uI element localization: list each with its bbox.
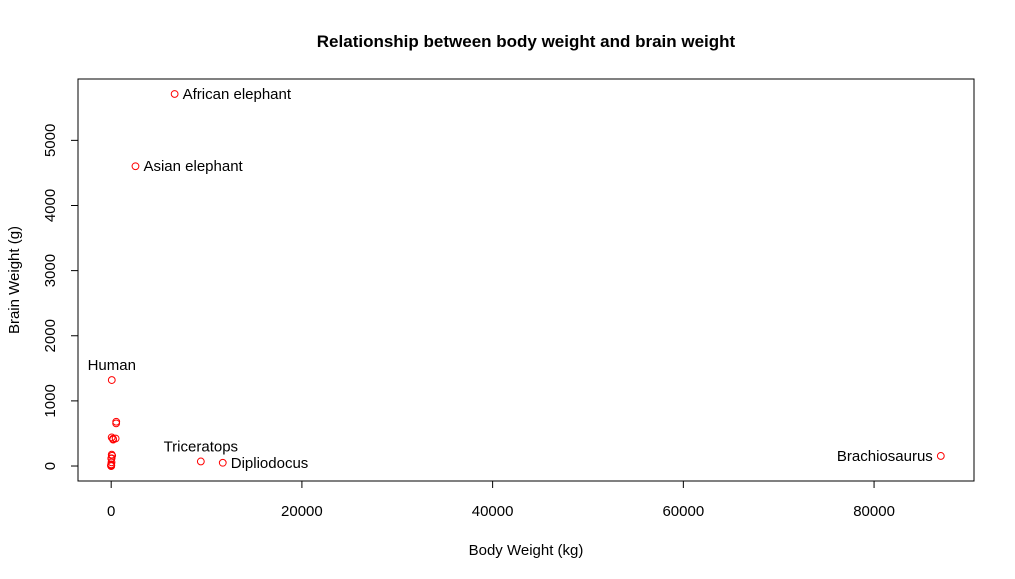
y-tick-label: 5000 <box>42 124 59 157</box>
scatter-point <box>112 417 121 426</box>
point-label: African elephant <box>183 86 292 103</box>
scatter-point <box>131 162 140 171</box>
scatter-point <box>218 458 227 467</box>
y-tick-label: 4000 <box>42 189 59 222</box>
data-points <box>107 90 945 470</box>
scatter-point <box>107 433 116 442</box>
x-tick-label: 20000 <box>281 503 323 520</box>
scatter-point <box>109 435 118 444</box>
x-tick-label: 40000 <box>472 503 514 520</box>
y-axis: 0 1000 2000 3000 4000 5000 <box>42 124 79 470</box>
scatter-point <box>107 461 116 470</box>
scatter-point <box>170 90 179 98</box>
y-tick-label: 0 <box>42 462 59 470</box>
y-axis-label: Brain Weight (g) <box>6 226 23 334</box>
x-axis-label: Body Weight (kg) <box>469 542 584 559</box>
plot-frame <box>77 78 975 482</box>
point-label: Brachiosaurus <box>837 448 933 465</box>
y-tick-label: 3000 <box>42 254 59 287</box>
scatter-point <box>107 376 116 384</box>
x-tick-label: 60000 <box>662 503 704 520</box>
point-annotations: African elephant Asian elephant Human Trice… <box>88 86 933 472</box>
x-axis: 0 20000 40000 60000 80000 <box>107 480 895 520</box>
scatter-point <box>196 457 205 466</box>
point-label: Asian elephant <box>143 158 243 175</box>
x-tick-label: 0 <box>107 503 115 520</box>
point-label: Human <box>88 357 136 374</box>
y-tick-label: 1000 <box>42 384 59 417</box>
x-tick-label: 80000 <box>853 503 895 520</box>
chart-title: Relationship between body weight and bra… <box>317 32 736 51</box>
point-label: Triceratops <box>164 438 238 455</box>
point-label: Dipliodocus <box>231 455 309 472</box>
y-tick-label: 2000 <box>42 319 59 352</box>
scatter-point <box>936 452 945 460</box>
